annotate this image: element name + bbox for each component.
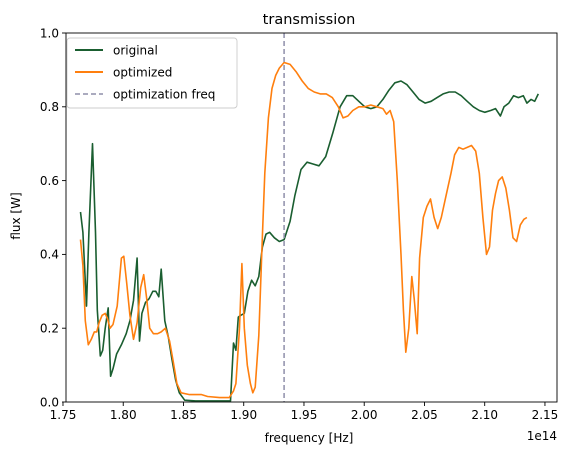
x-axis: 1.75 1.80 1.85 1.90 1.95 2.00 2.05 2.10 2.15 [50, 402, 559, 422]
y-tick-label: 0.8 [40, 100, 59, 114]
y-tick-label: 0.6 [40, 174, 59, 188]
x-tick-label: 1.75 [50, 408, 77, 422]
legend-label-optimization-freq: optimization freq [113, 88, 215, 102]
x-tick-label: 1.95 [291, 408, 318, 422]
x-tick-label: 1.85 [170, 408, 197, 422]
x-tick-label: 2.00 [351, 408, 378, 422]
x-tick-label: 2.10 [471, 408, 498, 422]
legend-label-optimized: optimized [113, 66, 172, 80]
series-line-original [79, 80, 540, 402]
legend-box [66, 37, 238, 109]
x-tick-label: 2.05 [411, 408, 438, 422]
series-line-optimized [79, 61, 528, 399]
legend-label-original: original [113, 44, 158, 58]
chart-title: transmission [263, 12, 356, 28]
x-axis-offset-label: 1e14 [527, 429, 557, 443]
y-tick-label: 0.4 [40, 248, 59, 262]
series-layer [79, 61, 540, 402]
y-axis: 0.0 0.2 0.4 0.6 0.8 1.0 [40, 26, 66, 409]
legend: original optimized optimization freq [66, 37, 238, 109]
x-tick-label: 1.90 [230, 408, 257, 422]
y-tick-label: 1.0 [40, 26, 59, 40]
y-axis-label: flux [W] [9, 192, 23, 239]
x-tick-label: 2.15 [532, 408, 559, 422]
plot-frame [65, 32, 558, 403]
y-tick-label: 0.2 [40, 322, 59, 336]
y-tick-label: 0.0 [40, 395, 59, 409]
x-tick-label: 1.80 [110, 408, 137, 422]
x-axis-label: frequency [Hz] [265, 431, 354, 445]
